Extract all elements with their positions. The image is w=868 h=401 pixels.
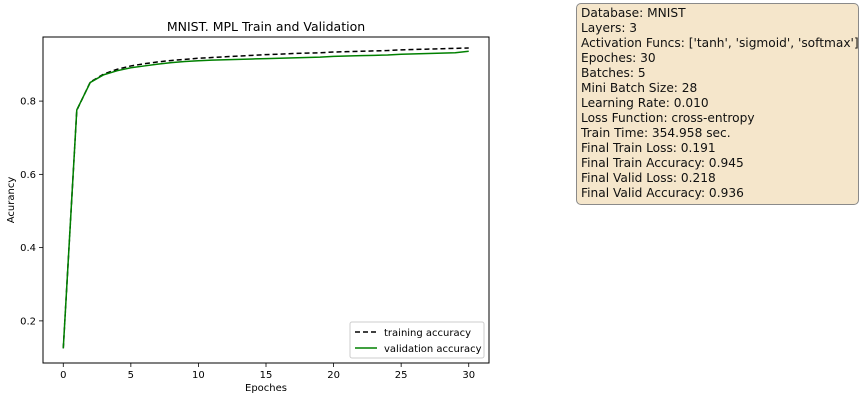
y-tick-label: 0.2 bbox=[20, 316, 36, 327]
legend: training accuracy validation accuracy bbox=[349, 321, 485, 359]
y-axis-label: Acurancy bbox=[6, 177, 17, 224]
info-line: Batches: 5 bbox=[581, 66, 646, 80]
legend-frame bbox=[349, 321, 485, 359]
y-tick-label: 0.8 bbox=[20, 97, 36, 108]
x-tick-label: 10 bbox=[192, 370, 205, 381]
x-tick-label: 5 bbox=[128, 370, 134, 381]
training-info-box: Database: MNIST Layers: 3 Activation Fun… bbox=[576, 3, 859, 205]
info-line: Final Valid Accuracy: 0.936 bbox=[581, 186, 744, 200]
info-line: Final Train Loss: 0.191 bbox=[581, 141, 716, 155]
x-tick-label: 15 bbox=[260, 370, 273, 381]
plot-area bbox=[42, 36, 490, 364]
validation-accuracy-line bbox=[62, 50, 469, 349]
x-tick-label: 25 bbox=[395, 370, 408, 381]
chart-title: MNIST. MPL Train and Validation bbox=[167, 19, 365, 34]
x-tick-label: 0 bbox=[60, 370, 66, 381]
info-line: Final Valid Loss: 0.218 bbox=[581, 171, 716, 185]
info-line: Epoches: 30 bbox=[581, 51, 656, 65]
x-tick-label: 20 bbox=[327, 370, 340, 381]
info-line: Learning Rate: 0.010 bbox=[581, 96, 709, 110]
info-line: Layers: 3 bbox=[581, 21, 638, 35]
chart-series bbox=[62, 47, 469, 349]
info-line: Database: MNIST bbox=[581, 6, 686, 20]
info-line: Activation Funcs: ['tanh', 'sigmoid', 's… bbox=[581, 36, 859, 50]
info-line: Train Time: 354.958 sec. bbox=[581, 126, 731, 140]
info-line: Mini Batch Size: 28 bbox=[581, 81, 698, 95]
training-accuracy-line bbox=[62, 47, 469, 349]
x-axis-label: Epoches bbox=[245, 383, 287, 394]
y-tick-label: 0.6 bbox=[20, 170, 36, 181]
legend-label-validation: validation accuracy bbox=[384, 344, 482, 355]
y-tick-label: 0.4 bbox=[20, 243, 36, 254]
axis-ticks: 0 5 10 15 20 25 30 0.2 0.4 0.6 0.8 bbox=[20, 97, 475, 381]
info-line: Final Train Accuracy: 0.945 bbox=[581, 156, 744, 170]
x-tick-label: 30 bbox=[462, 370, 475, 381]
legend-label-training: training accuracy bbox=[384, 328, 471, 339]
info-line: Loss Function: cross-entropy bbox=[581, 111, 755, 125]
